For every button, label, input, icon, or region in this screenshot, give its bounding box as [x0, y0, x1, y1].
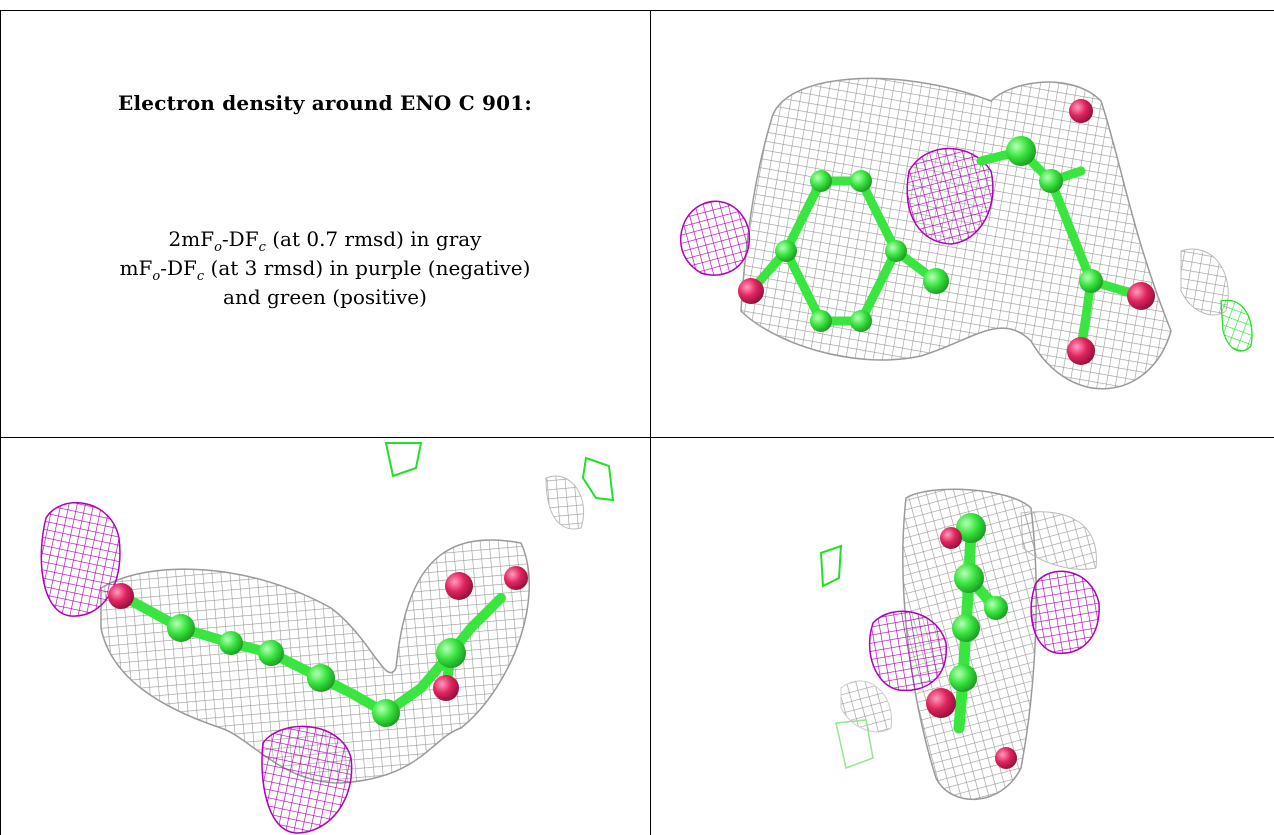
purple-mesh — [1030, 570, 1100, 655]
green-mesh — [819, 544, 843, 588]
gray-mesh-fragment — [545, 475, 585, 530]
density-render-bottom-right — [819, 488, 1100, 800]
table-divider-horizontal — [0, 437, 1274, 438]
caption-cell: Electron density around ENO C 901: 2mFo-… — [0, 0, 650, 437]
density-view-bottom-right — [651, 438, 1274, 835]
caption-body: 2mFo-DFc (at 0.7 rmsd) in gray mFo-DFc (… — [0, 225, 650, 312]
green-mesh — [384, 442, 423, 478]
purple-mesh — [261, 725, 353, 834]
caption-line-gray: 2mFo-DFc (at 0.7 rmsd) in gray — [168, 227, 482, 255]
purple-mesh — [679, 200, 751, 276]
caption-title: Electron density around ENO C 901: — [118, 91, 532, 115]
gray-mesh-fragment — [840, 680, 893, 733]
table-border-top — [0, 10, 1274, 11]
purple-mesh — [906, 147, 994, 245]
gray-mesh — [100, 539, 530, 784]
caption-line-green: and green (positive) — [223, 285, 427, 309]
table-divider-vertical — [650, 10, 651, 835]
density-render-top-right — [679, 77, 1253, 390]
purple-mesh — [40, 502, 121, 617]
density-view-top-right — [651, 11, 1274, 437]
caption-line-purple: mFo-DFc (at 3 rmsd) in purple (negative) — [119, 256, 531, 284]
purple-mesh — [868, 610, 947, 692]
density-view-bottom-left — [1, 438, 650, 835]
table-border-left — [0, 10, 1, 835]
green-mesh — [1220, 299, 1253, 352]
density-render-bottom-left — [40, 442, 615, 834]
green-mesh — [835, 719, 874, 770]
green-mesh — [581, 456, 615, 502]
gray-mesh-fragment — [1020, 511, 1097, 570]
